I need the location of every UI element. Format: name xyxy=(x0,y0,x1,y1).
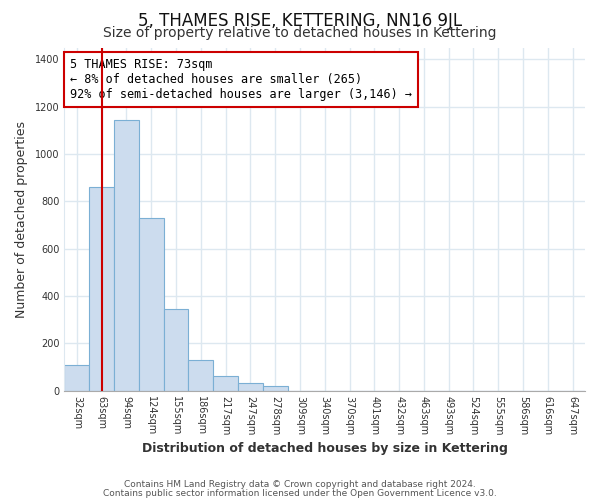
Text: Size of property relative to detached houses in Kettering: Size of property relative to detached ho… xyxy=(103,26,497,40)
Bar xyxy=(238,383,263,390)
Bar xyxy=(263,386,287,390)
Text: Contains public sector information licensed under the Open Government Licence v3: Contains public sector information licen… xyxy=(103,488,497,498)
Y-axis label: Number of detached properties: Number of detached properties xyxy=(15,120,28,318)
Bar xyxy=(188,360,213,390)
Bar xyxy=(164,309,188,390)
Bar xyxy=(114,120,139,390)
Text: 5, THAMES RISE, KETTERING, NN16 9JL: 5, THAMES RISE, KETTERING, NN16 9JL xyxy=(138,12,462,30)
Text: Contains HM Land Registry data © Crown copyright and database right 2024.: Contains HM Land Registry data © Crown c… xyxy=(124,480,476,489)
Bar xyxy=(213,376,238,390)
X-axis label: Distribution of detached houses by size in Kettering: Distribution of detached houses by size … xyxy=(142,442,508,455)
Bar xyxy=(139,218,164,390)
Bar xyxy=(64,366,89,390)
Text: 5 THAMES RISE: 73sqm
← 8% of detached houses are smaller (265)
92% of semi-detac: 5 THAMES RISE: 73sqm ← 8% of detached ho… xyxy=(70,58,412,101)
Bar xyxy=(89,186,114,390)
